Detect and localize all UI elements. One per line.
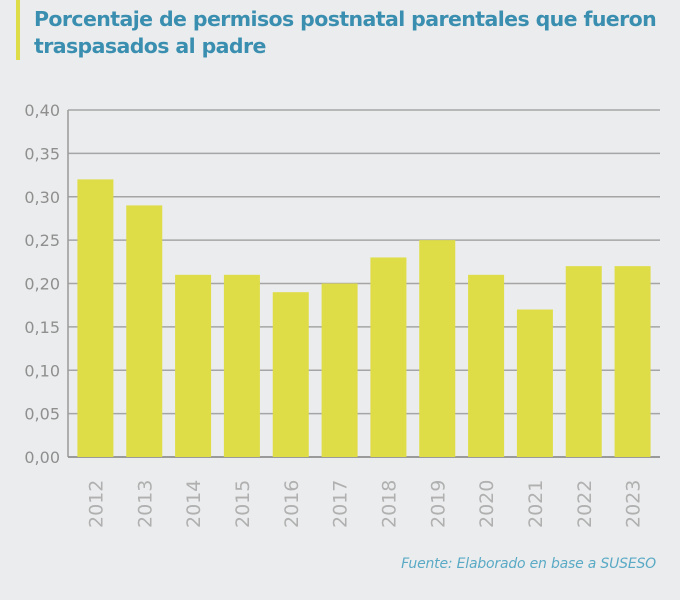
bar-2021: [516, 309, 553, 457]
chart-title: Porcentaje de permisos postnatal parenta…: [34, 7, 657, 58]
bar-2014: [175, 274, 212, 457]
bar-2018: [370, 257, 407, 457]
x-tick-label: 2012: [85, 480, 107, 528]
x-tick-label: 2013: [134, 480, 156, 528]
x-tick-label: 2014: [183, 480, 205, 528]
x-tick-label: 2022: [574, 480, 596, 528]
bar-2022: [565, 266, 602, 457]
x-tick-label: 2020: [476, 480, 498, 528]
y-tick-label: 0,15: [24, 318, 60, 337]
y-axis: 0,00 0,05 0,10 0,15 0,20 0,25 0,30 0,35 0,40: [24, 101, 69, 467]
bar-2015: [223, 274, 260, 457]
bar-2019: [419, 240, 456, 457]
y-tick-label: 0,25: [24, 231, 60, 250]
y-tick-label: 0,05: [24, 405, 60, 424]
bar-2013: [126, 205, 163, 457]
y-tick-label: 0,20: [24, 275, 60, 294]
x-tick-label: 2016: [281, 480, 303, 528]
y-tick-label: 0,00: [24, 448, 60, 467]
bar-2016: [272, 292, 309, 457]
source-note: Fuente: Elaborado en base a SUSESO: [401, 556, 656, 572]
gridlines: [68, 109, 660, 458]
y-tick-label: 0,10: [24, 361, 60, 380]
x-tick-label: 2019: [427, 480, 449, 528]
title-accent-bar: [16, 0, 20, 60]
x-tick-label: 2021: [525, 480, 547, 528]
bar-2012: [77, 179, 114, 457]
bar-2023: [614, 266, 651, 457]
bar-2017: [321, 283, 358, 457]
x-tick-label: 2017: [330, 480, 352, 528]
y-tick-label: 0,40: [24, 101, 60, 120]
y-tick-label: 0,30: [24, 188, 60, 207]
x-tick-label: 2023: [623, 480, 645, 528]
bars: [77, 179, 651, 457]
bar-2020: [468, 274, 505, 457]
x-tick-label: 2018: [378, 480, 400, 528]
x-tick-label: 2015: [232, 480, 254, 528]
y-tick-label: 0,35: [24, 144, 60, 163]
x-axis: 2012 2013 2014 2015 2016 2017 2018 2019 2020 2021…: [85, 480, 644, 528]
